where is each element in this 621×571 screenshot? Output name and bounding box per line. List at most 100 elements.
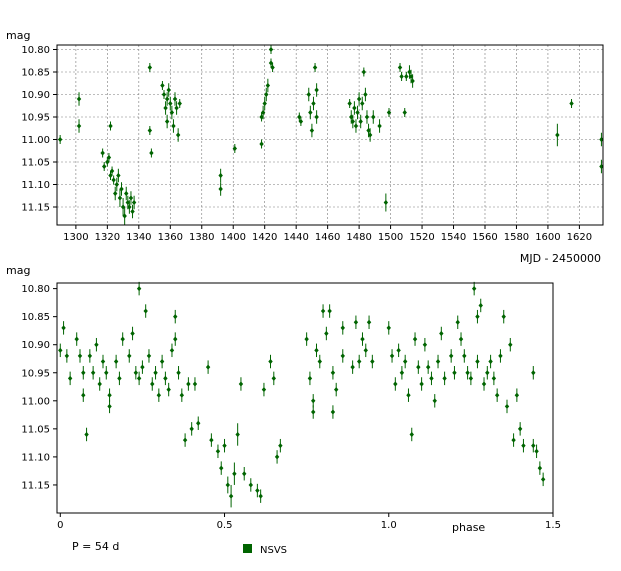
phase-marker [317, 358, 322, 365]
time-series-marker [131, 199, 137, 206]
phase-marker [501, 314, 506, 320]
time-series-marker [264, 91, 269, 98]
phase-data-point [117, 371, 122, 386]
phase-data-point [242, 467, 247, 481]
time-series-marker [569, 100, 574, 107]
time-series-data-point [356, 92, 362, 106]
time-series-data-point [174, 101, 179, 115]
time-series-marker [309, 127, 315, 134]
phase-data-point [498, 349, 503, 363]
phase-marker [353, 319, 359, 325]
time-series-marker [358, 118, 363, 125]
phase-data-point [143, 304, 148, 318]
phase-x-tick-label: 0 [57, 520, 63, 531]
time-series-x-tick-label: 1420 [252, 232, 277, 243]
time-series-marker [125, 199, 131, 206]
time-series-data-point [130, 204, 135, 219]
phase-data-point [504, 399, 510, 414]
time-series-data-point [172, 92, 178, 106]
phase-y-tick-label: 10.95 [21, 368, 50, 379]
time-series-marker [175, 132, 181, 138]
phase-marker [235, 431, 240, 438]
time-series-marker [177, 100, 182, 107]
time-series-marker [356, 96, 362, 102]
phase-data-point [531, 438, 536, 453]
time-series-marker [364, 114, 370, 120]
phase-data-point [219, 461, 224, 475]
phase-data-point [304, 332, 309, 346]
time-series-data-point [371, 110, 376, 124]
phase-data-point [100, 354, 106, 369]
time-series-y-tick-label: 10.95 [21, 113, 50, 124]
time-series-data-point [124, 186, 129, 201]
phase-marker [74, 336, 79, 342]
time-series-x-tick-label: 1340 [126, 232, 151, 243]
phase-marker [173, 336, 178, 342]
phase-data-point [370, 354, 375, 369]
phase-data-point [317, 354, 322, 369]
phase-marker [222, 443, 227, 449]
phase-marker [107, 392, 112, 398]
phase-marker [219, 465, 224, 471]
phase-data-point [422, 337, 428, 352]
phase-marker [242, 471, 247, 477]
time-series-data-point [360, 96, 365, 111]
time-series-marker [232, 145, 238, 152]
time-series-data-point [270, 63, 275, 72]
phase-marker [150, 381, 155, 387]
legend-label-nsvs: NSVS [260, 545, 287, 556]
time-series-marker [164, 96, 170, 102]
phase-marker [412, 336, 418, 342]
time-series-x-tick-label: 1620 [567, 232, 592, 243]
phase-data-point [209, 433, 214, 447]
phase-marker [350, 364, 355, 370]
time-series-data-point [127, 200, 132, 214]
phase-marker [192, 381, 198, 387]
phase-marker [215, 448, 221, 454]
phase-marker [452, 370, 457, 376]
phase-marker [458, 336, 464, 342]
time-series-marker [114, 181, 119, 188]
time-series-marker [57, 136, 63, 143]
phase-data-point [173, 309, 178, 324]
time-series-data-point [308, 105, 313, 120]
phase-marker [468, 375, 474, 381]
time-series-marker [124, 190, 129, 197]
time-series-data-point [377, 119, 382, 133]
time-series-data-point [367, 128, 373, 142]
time-series-data-point [109, 166, 115, 176]
phase-marker [491, 375, 497, 381]
time-series-marker [360, 100, 365, 107]
phase-data-point [192, 377, 198, 391]
phase-marker [113, 358, 119, 365]
time-series-data-point [404, 72, 409, 81]
time-series-marker [166, 87, 171, 93]
time-series-data-point [355, 105, 360, 120]
time-series-x-tick-label: 1540 [441, 232, 466, 243]
phase-data-point [136, 281, 142, 296]
time-series-marker [361, 69, 367, 75]
time-series-data-point [386, 108, 392, 117]
time-series-data-point [314, 110, 319, 124]
phase-marker [307, 375, 313, 381]
time-series-marker [371, 114, 376, 120]
phase-x-tick-labels: 0 0.5 1.0 1.5 [57, 520, 561, 531]
time-series-data-point [363, 87, 368, 102]
phase-data-point [429, 371, 434, 386]
phase-data-point [81, 388, 86, 402]
phase-data-point [439, 326, 444, 341]
phase-marker [258, 493, 263, 499]
phase-data-point [107, 399, 112, 414]
phase-marker [537, 465, 543, 471]
time-series-marker [270, 64, 275, 71]
phase-marker [153, 370, 158, 376]
phase-data-point [448, 349, 454, 363]
time-series-data-point [402, 108, 407, 117]
phase-marker [136, 375, 142, 381]
time-series-y-axis-label: mag [6, 29, 30, 42]
phase-data-point [334, 382, 339, 397]
time-series-x-tick-label: 1600 [535, 232, 560, 243]
phase-marker [478, 302, 483, 309]
phase-data-point [327, 304, 332, 318]
phase-data-point [521, 438, 526, 453]
